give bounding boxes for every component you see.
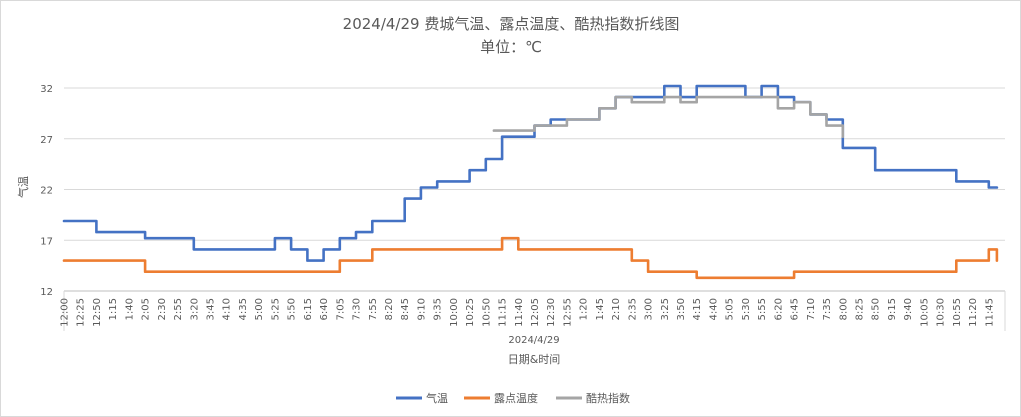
x-axis-group-label: 2024/4/29 [508, 335, 559, 346]
x-tick-label: 5:50 [287, 298, 298, 320]
x-tick-label: 6:45 [790, 298, 801, 320]
x-tick-label: 3:00 [644, 298, 655, 320]
x-tick-label: 9:10 [416, 298, 427, 320]
x-tick-label: 4:15 [692, 298, 703, 320]
x-tick-label: 2:35 [627, 298, 638, 320]
x-tick-label: 10:05 [919, 298, 930, 327]
x-tick-label: 2:55 [173, 298, 184, 320]
x-tick-label: 11:15 [498, 298, 509, 327]
x-tick-label: 3:20 [189, 298, 200, 320]
y-tick-label: 32 [40, 84, 53, 95]
x-tick-label: 8:45 [400, 298, 411, 320]
y-axis-title: 气温 [16, 176, 30, 198]
legend-label: 气温 [426, 391, 448, 405]
x-tick-label: 4:40 [708, 298, 719, 320]
series-line [492, 95, 845, 138]
x-tick-label: 3:50 [676, 298, 687, 320]
x-tick-label: 8:20 [384, 298, 395, 320]
gridlines [63, 87, 1006, 331]
y-tick-label: 22 [40, 186, 53, 197]
x-tick-label: 1:40 [124, 298, 135, 320]
x-tick-label: 4:10 [222, 298, 233, 320]
y-tick-label: 27 [40, 135, 53, 146]
x-tick-label: 7:05 [335, 298, 346, 320]
x-tick-label: 1:45 [595, 298, 606, 320]
x-tick-label: 11:45 [984, 298, 995, 327]
x-tick-label: 8:00 [838, 298, 849, 320]
x-tick-label: 10:50 [481, 298, 492, 327]
x-axis-title: 日期&时间 [508, 353, 561, 366]
x-tick-label: 7:55 [368, 298, 379, 320]
x-tick-label: 12:25 [76, 298, 87, 327]
x-tick-label: 11:40 [514, 298, 525, 327]
x-tick-label: 6:15 [303, 298, 314, 320]
x-tick-label: 5:30 [741, 298, 752, 320]
legend-label: 露点温度 [494, 391, 538, 405]
x-tick-label: 2:05 [141, 298, 152, 320]
x-tick-label: 12:50 [92, 298, 103, 327]
chart-subtitle: 单位：℃ [480, 38, 542, 56]
series-line [62, 84, 999, 262]
x-tick-label: 10:30 [936, 298, 947, 327]
chart-title: 2024/4/29 费城气温、露点温度、酷热指数折线图 [343, 15, 680, 33]
x-tick-label: 5:05 [725, 298, 736, 320]
x-tick-label: 5:25 [270, 298, 281, 320]
x-tick-label: 9:15 [887, 298, 898, 320]
x-tick-label: 6:40 [319, 298, 330, 320]
x-tick-label: 5:00 [254, 298, 265, 320]
x-tick-label: 5:55 [757, 298, 768, 320]
legend: 气温 露点温度 酷热指数 [396, 391, 630, 405]
x-tick-label: 1:20 [579, 298, 590, 320]
x-tick-label: 10:55 [952, 298, 963, 327]
y-tick-label: 17 [40, 236, 53, 247]
series-line [62, 236, 999, 280]
x-tick-label: 12:55 [562, 298, 573, 327]
series-lines [62, 84, 999, 280]
x-tick-label: 12:00 [60, 298, 71, 327]
x-tick-label: 9:35 [433, 298, 444, 320]
x-tick-label: 6:20 [773, 298, 784, 320]
y-tick-label: 12 [40, 287, 53, 298]
y-axis-ticks: 12 17 22 27 32 [40, 84, 53, 298]
x-tick-label: 12:05 [530, 298, 541, 327]
x-tick-label: 7:10 [806, 298, 817, 320]
x-tick-label: 1:15 [108, 298, 119, 320]
x-tick-label: 10:25 [465, 298, 476, 327]
x-tick-label: 10:00 [449, 298, 460, 327]
x-tick-label: 3:45 [206, 298, 217, 320]
x-tick-label: 7:35 [822, 298, 833, 320]
x-tick-label: 3:25 [660, 298, 671, 320]
x-tick-label: 8:25 [854, 298, 865, 320]
x-tick-label: 2:10 [611, 298, 622, 320]
x-tick-label: 4:35 [238, 298, 249, 320]
legend-label: 酷热指数 [586, 391, 630, 405]
x-axis-ticks: 12:00 12:25 12:50 1:15 1:40 2:05 2:30 2:55 3:20 3… [60, 298, 996, 327]
x-tick-label: 2:30 [157, 298, 168, 320]
x-tick-label: 11:20 [968, 298, 979, 327]
x-tick-label: 12:30 [546, 298, 557, 327]
x-tick-label: 7:30 [352, 298, 363, 320]
x-tick-label: 8:50 [871, 298, 882, 320]
x-tick-label: 9:40 [903, 298, 914, 320]
